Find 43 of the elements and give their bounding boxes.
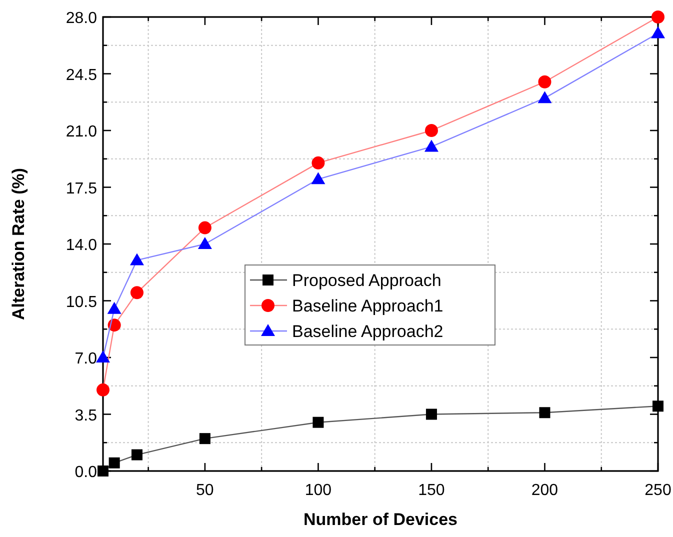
point [652,400,664,412]
point [96,350,110,362]
y-tick-label: 0.0 [74,464,98,481]
point [426,408,437,420]
y-tick-label: 7.0 [74,350,98,368]
point [424,140,438,152]
point [198,221,212,234]
point [98,466,108,476]
y-tick-label: 14.0 [66,237,98,254]
point [652,10,664,24]
point [312,416,324,428]
y-tick-label: 17.5 [66,180,98,198]
point [131,449,142,460]
y-tick-label: 24.5 [66,66,98,84]
point [424,124,438,137]
y-tick-label: 28.0 [66,10,98,27]
point [130,286,144,300]
y-tick-label: 10.5 [66,294,98,311]
x-tick-label: 50 [196,482,214,499]
point [538,75,552,88]
legend-label: Proposed Approach [292,271,442,290]
point [108,457,120,468]
point [96,383,110,396]
point [312,156,325,170]
y-axis-title: Alteration Rate (%) [9,168,28,320]
point [539,407,550,418]
x-axis-title: Number of Devices [304,510,458,529]
point [651,26,665,38]
point [108,318,121,332]
point [130,253,144,266]
point [199,433,210,444]
point [107,302,122,314]
x-tick-label: 100 [304,482,332,499]
y-tick-label: 21.0 [66,124,98,140]
point [198,237,212,249]
point [538,91,552,104]
legend-label: Baseline Approach1 [292,296,444,316]
x-tick-label: 250 [644,482,672,499]
point [311,172,326,184]
y-tick-label: 3.5 [74,407,98,424]
x-tick-label: 150 [418,482,445,499]
x-tick-label: 200 [531,482,558,499]
legend-label: Baseline Approach2 [292,322,444,341]
